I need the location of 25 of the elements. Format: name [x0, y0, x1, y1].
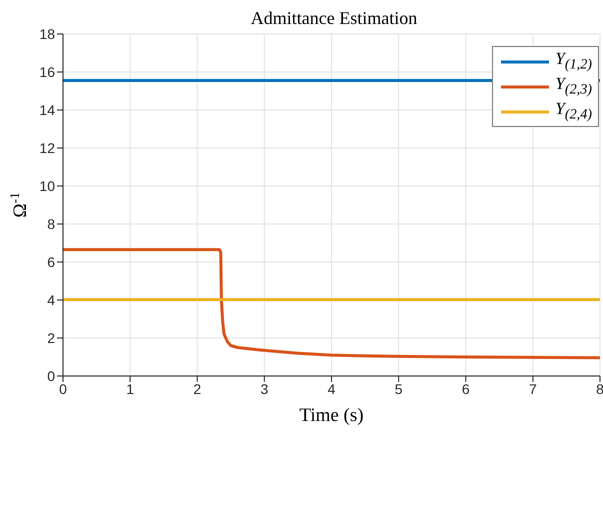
y-tick-label: 16	[39, 64, 56, 80]
y-tick-label: 4	[47, 292, 56, 308]
y-tick-label: 8	[47, 216, 56, 232]
x-tick-label: 0	[59, 380, 68, 397]
x-tick-label: 5	[394, 380, 403, 397]
y-tick-label: 18	[39, 26, 56, 42]
y-tick-label: 2	[47, 330, 56, 346]
x-tick-label: 8	[596, 380, 603, 397]
legend-label: Y$_{(2,4)}$	[555, 99, 592, 124]
line-series	[63, 248, 600, 360]
legend-label: Y$_{(1,2)}$	[555, 49, 592, 74]
x-tick-label: 7	[528, 380, 537, 397]
y-tick-label: 0	[47, 368, 56, 384]
y-tick-label: 12	[39, 140, 56, 156]
x-axis-title: Time (s)	[299, 405, 364, 426]
chart-title: Admittance Estimation	[250, 8, 418, 28]
x-tick-label: 6	[462, 380, 470, 397]
y-tick-label: 14	[39, 102, 56, 118]
y-tick-label: 10	[39, 178, 56, 194]
legend-label: Y$_{(2,3)}$	[555, 74, 592, 99]
x-tick-label: 2	[193, 380, 202, 397]
x-tick-label: 3	[260, 380, 268, 397]
x-tick-label: 4	[328, 380, 336, 397]
x-tick-label: 1	[126, 380, 134, 397]
y-tick-label: 6	[47, 254, 56, 270]
